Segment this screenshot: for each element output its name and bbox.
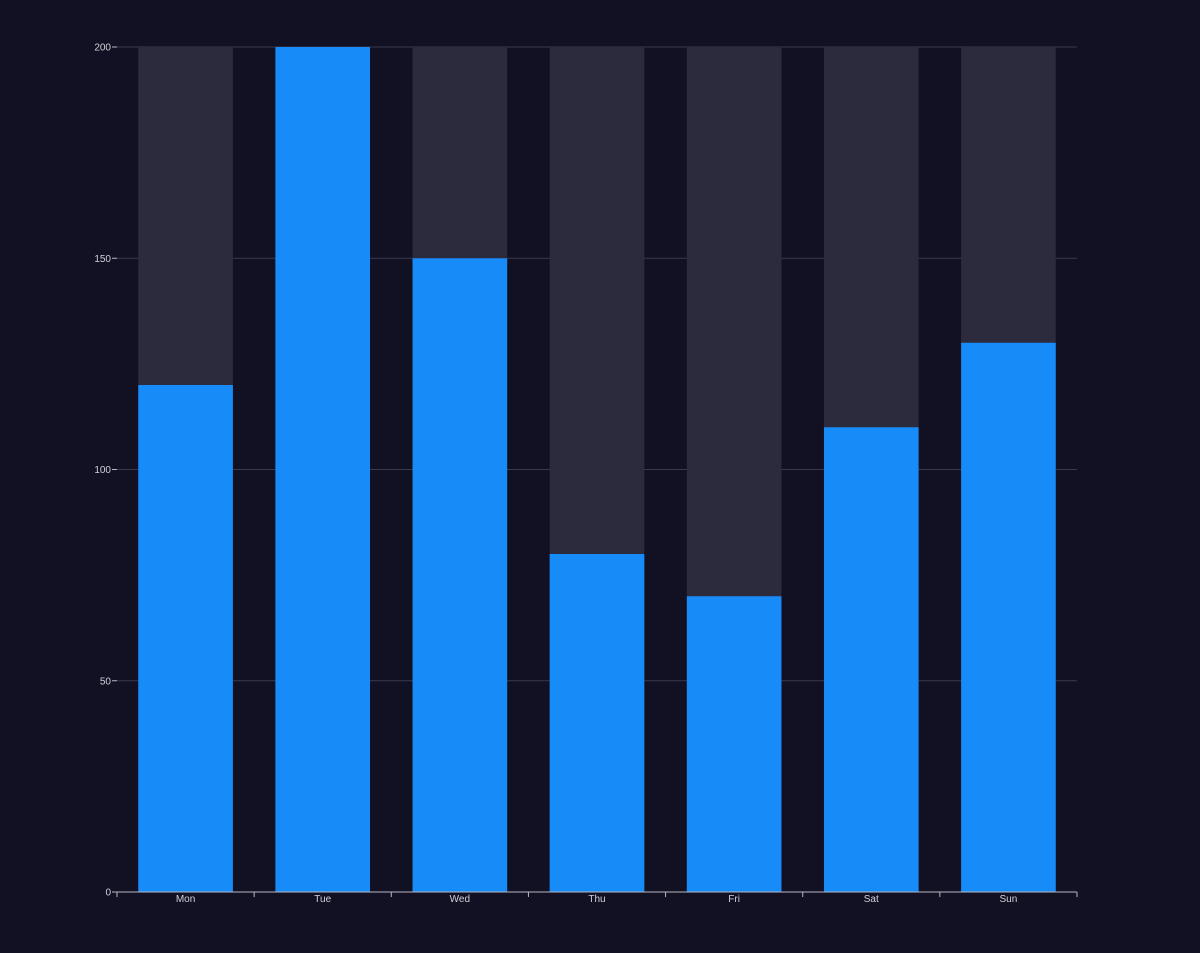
bar (549, 554, 645, 892)
x-tick-label: Mon (176, 894, 195, 905)
bar (961, 342, 1056, 892)
axes (112, 46, 1078, 897)
x-tick-label: Sat (864, 894, 879, 905)
tick-labels: 0 50 100 150 200 Mon Tue Wed Thu Fri Sat Sun (94, 43, 1017, 906)
y-tick-label: 50 (100, 676, 112, 687)
x-tick-label: Tue (314, 894, 331, 905)
bar (275, 47, 371, 892)
data-bars (138, 47, 1056, 892)
bar (686, 596, 782, 892)
bar (823, 427, 919, 892)
y-tick-label: 0 (105, 888, 111, 899)
y-tick-label: 100 (94, 465, 111, 476)
y-tick-label: 200 (94, 43, 111, 54)
bar (412, 258, 508, 892)
x-tick-label: Fri (728, 894, 740, 905)
x-tick-label: Sun (1000, 894, 1018, 905)
bar (138, 385, 233, 892)
y-tick-label: 150 (94, 254, 111, 265)
x-tick-label: Wed (450, 894, 470, 905)
x-tick-label: Thu (588, 894, 605, 905)
